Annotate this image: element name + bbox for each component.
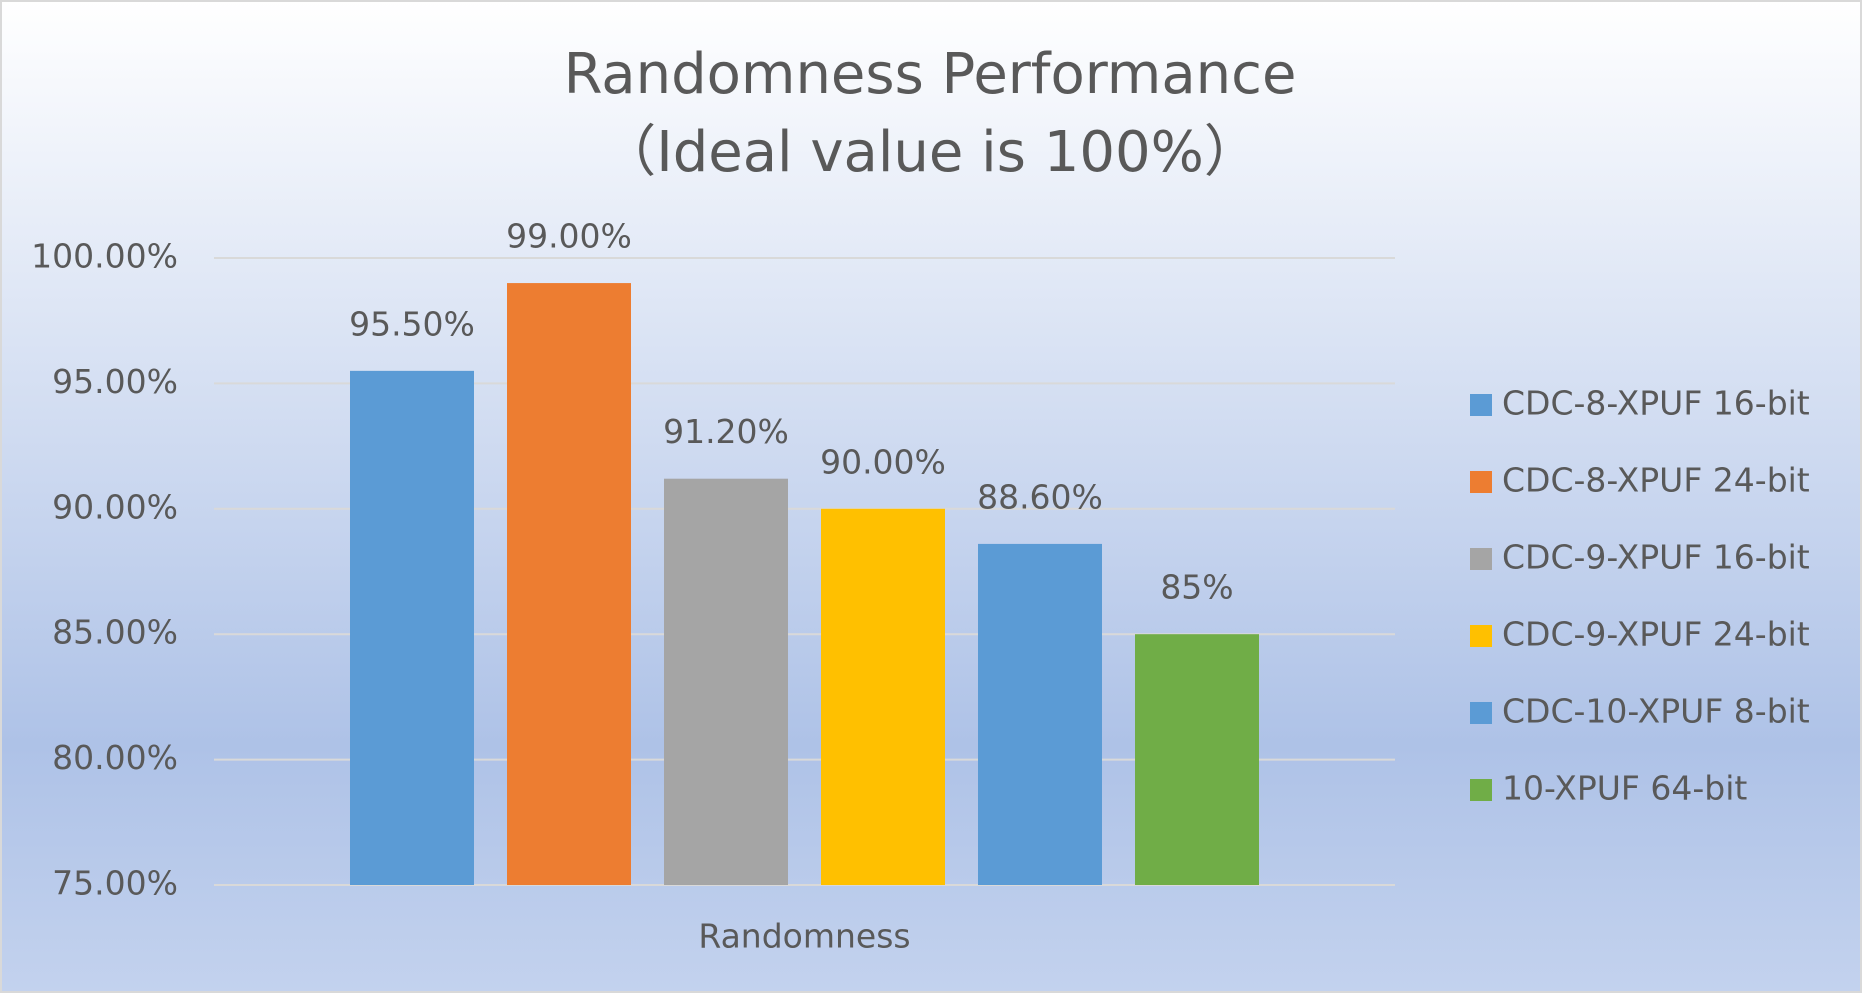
legend-label: 10-XPUF 64-bit [1502, 769, 1747, 808]
value-label: 91.20% [663, 412, 789, 451]
legend-swatch [1470, 548, 1492, 570]
chart-subtitle: （Ideal value is 100%） [600, 120, 1260, 185]
x-tick-label: Randomness [698, 917, 910, 956]
y-tick-label: 95.00% [52, 362, 178, 401]
value-label: 90.00% [820, 442, 946, 481]
y-tick-label: 100.00% [31, 237, 178, 276]
bar [821, 508, 945, 885]
legend-swatch [1470, 779, 1492, 801]
y-tick-label: 80.00% [52, 738, 178, 777]
value-label: 85% [1160, 568, 1233, 607]
value-label: 99.00% [506, 217, 632, 256]
y-tick-label: 85.00% [52, 613, 178, 652]
bar [1135, 634, 1259, 885]
bar [664, 478, 788, 885]
value-label: 88.60% [977, 477, 1103, 516]
y-tick-label: 90.00% [52, 487, 178, 526]
legend-label: CDC-8-XPUF 24-bit [1502, 461, 1810, 500]
legend-label: CDC-9-XPUF 16-bit [1502, 538, 1810, 577]
legend-swatch [1470, 471, 1492, 493]
bar [350, 370, 474, 885]
legend-label: CDC-8-XPUF 16-bit [1502, 384, 1810, 423]
legend-label: CDC-9-XPUF 24-bit [1502, 615, 1810, 654]
legend-swatch [1470, 625, 1492, 647]
legend-swatch [1470, 702, 1492, 724]
y-tick-label: 75.00% [52, 864, 178, 903]
legend-label: CDC-10-XPUF 8-bit [1502, 692, 1810, 731]
chart-title: Randomness Performance [564, 42, 1297, 107]
bar [507, 283, 631, 886]
value-label: 95.50% [349, 304, 475, 343]
bar [978, 543, 1102, 885]
legend-swatch [1470, 394, 1492, 416]
